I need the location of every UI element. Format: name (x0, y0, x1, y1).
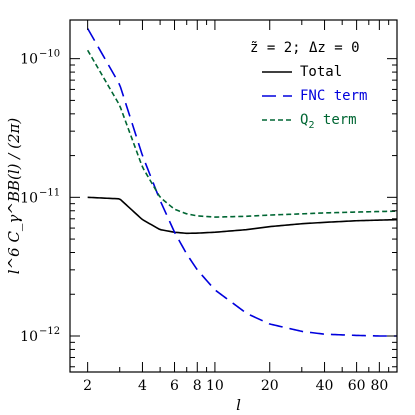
x-tick-label: 4 (138, 378, 147, 394)
legend-label-1: FNC term (300, 88, 367, 104)
y-tick-exponent: −10 (39, 49, 60, 60)
curves-layer (86, 28, 398, 337)
y-tick-exponent: −12 (39, 326, 60, 337)
x-axis-label: l (236, 396, 241, 414)
y-axis-label: l^6 C_γ^BB(l) / (2π) (5, 118, 23, 275)
x-tick-label: 80 (370, 378, 388, 394)
x-tick-label: 8 (193, 378, 202, 394)
legend: z̃ = 2; Δz = 0 Total FNC term Q2 term (250, 40, 367, 131)
plot-frame (69, 19, 398, 373)
legend-label-0: Total (300, 64, 342, 80)
series-line-2 (86, 49, 398, 218)
series-line-0 (87, 196, 398, 235)
x-tick-label: 6 (170, 378, 179, 394)
x-tick-label: 20 (261, 378, 279, 394)
x-tick-label: 10 (206, 378, 224, 394)
x-tick-label: 40 (316, 378, 334, 394)
x-tick-label: 60 (348, 378, 366, 394)
legend-header: z̃ = 2; Δz = 0 (250, 40, 360, 56)
legend-label-2: Q2 term (300, 112, 357, 131)
ticks-layer (70, 20, 398, 372)
y-tick-label: 10 (20, 52, 38, 68)
y-tick-exponent: −11 (39, 187, 60, 198)
series-line-1 (86, 28, 397, 337)
y-tick-label: 10 (20, 190, 38, 206)
x-tick-label: 2 (83, 378, 92, 394)
y-tick-label: 10 (20, 329, 38, 345)
